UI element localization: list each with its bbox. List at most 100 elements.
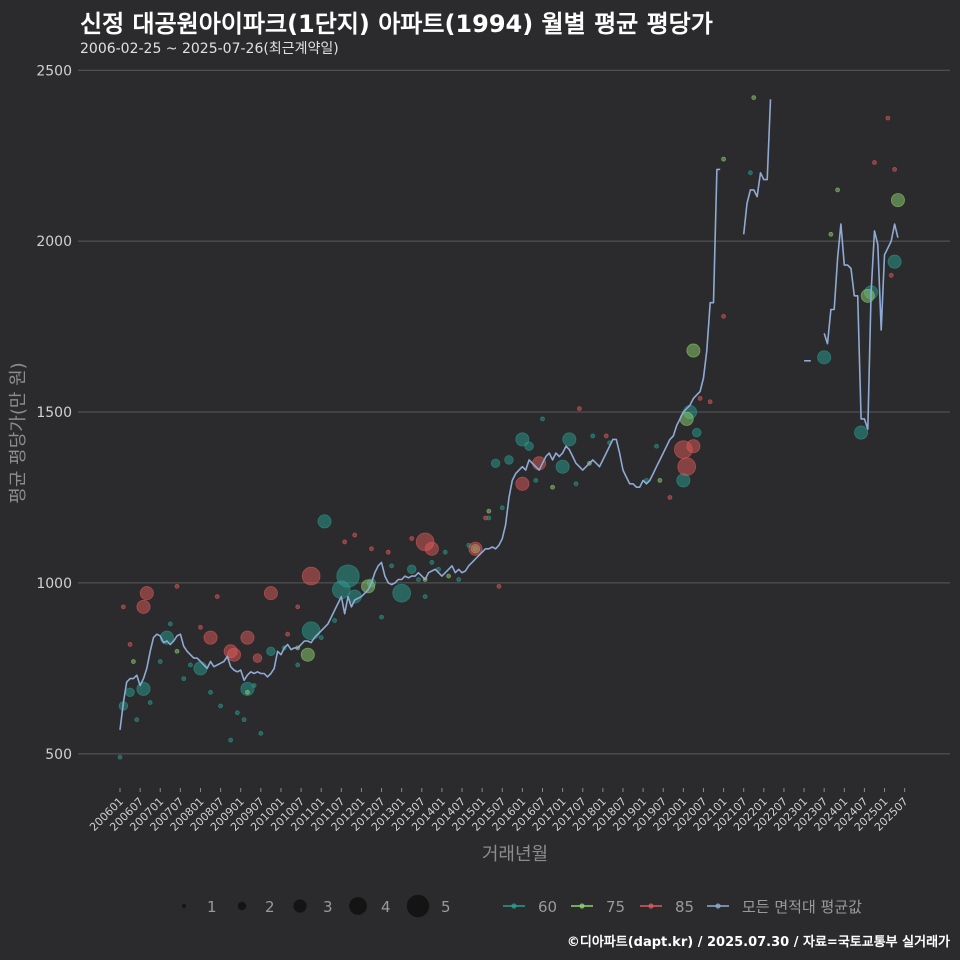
point-85-22 [424,541,439,556]
point-75-0 [131,659,136,664]
point-60-31 [379,614,384,620]
size-legend-marker-3 [293,899,307,913]
point-85-34 [697,395,703,401]
average-line-layer [119,99,899,730]
point-60-40 [456,577,462,582]
point-60-45 [499,505,505,511]
size-legend-label-1: 1 [207,898,217,916]
color-legend-label-0: 60 [538,898,557,916]
point-60-48 [524,441,534,451]
point-60-26 [332,618,338,623]
color-legend-dot-0 [511,903,517,909]
point-60-35 [416,577,421,582]
y-tick-label-2000: 2000 [36,234,72,250]
point-75-5 [361,579,376,594]
point-75-12 [657,477,663,483]
point-60-65 [887,254,902,269]
point-60-18 [251,683,257,688]
point-85-5 [198,624,203,630]
point-85-28 [576,406,582,412]
point-85-19 [385,549,391,555]
point-85-7 [214,594,220,600]
source-footer: ©디아파트(dapt.kr) / 2025.07.30 / 자료=국토교통부 실… [566,935,950,950]
point-85-39 [892,166,897,172]
size-legend-label-3: 3 [323,898,333,916]
color-legend-label-1: 75 [606,898,625,916]
point-60-57 [654,443,659,449]
point-85-26 [515,476,530,491]
color-legend-dot-2 [648,903,654,909]
chart-subtitle: 2006-02-25 ~ 2025-07-26(최근계약일) [80,41,339,57]
point-75-16 [751,95,757,100]
point-75-14 [686,343,701,358]
point-60-44 [490,458,501,469]
point-60-49 [533,477,539,483]
average-line-segment-0 [119,168,721,730]
point-85-30 [667,495,673,500]
point-75-10 [550,484,555,490]
y-axis-title: 평균 평당가(만 원) [8,362,29,503]
point-75-4 [300,647,315,662]
grid-layer [78,69,950,755]
point-60-12 [208,689,213,695]
point-60-8 [167,621,173,627]
size-legend-marker-1 [182,904,186,908]
point-85-29 [603,433,609,439]
point-60-63 [854,425,869,440]
point-85-14 [295,604,301,610]
point-85-11 [252,653,263,663]
point-60-14 [228,737,234,743]
size-legend-marker-5 [406,894,430,918]
point-85-35 [707,399,713,405]
average-line-segment-3 [823,223,899,430]
legend: 1 2 3 4 5 60 75 85 모든 면적대 평균값 [182,894,862,918]
color-legend-dot-3 [715,903,721,909]
point-85-20 [409,536,415,541]
point-85-2 [136,599,151,614]
point-60-36 [422,594,428,600]
point-85-40 [888,272,894,278]
point-85-3 [139,586,154,601]
point-60-24 [318,635,324,641]
point-60-53 [573,481,579,487]
point-75-18 [835,187,840,193]
point-85-37 [872,160,877,165]
point-85-12 [263,586,278,601]
point-85-17 [352,532,358,538]
point-60-10 [188,662,193,668]
y-tick-label-1000: 1000 [36,576,72,592]
color-legend-dot-1 [579,903,585,909]
size-legend-label-2: 2 [265,898,275,916]
y-tick-label-500: 500 [45,747,72,763]
average-line-segment-1 [742,99,772,235]
color-legend-label-2: 85 [675,898,694,916]
point-60-16 [241,717,247,723]
point-85-36 [721,313,726,319]
point-85-1 [127,642,133,647]
size-legend-marker-4 [349,897,367,915]
point-60-3 [134,717,140,723]
point-85-32 [677,457,696,477]
point-60-34 [407,564,417,574]
point-85-23 [468,541,483,556]
point-60-52 [562,432,577,447]
point-85-38 [885,115,891,121]
y-tick-label-2500: 2500 [36,63,72,79]
point-85-16 [342,539,348,545]
point-85-13 [285,631,291,637]
point-60-2 [125,687,135,698]
point-85-10 [240,630,255,645]
point-60-46 [504,455,514,465]
point-60-6 [157,659,163,664]
point-60-13 [218,703,223,709]
size-legend-label-5: 5 [441,898,451,916]
point-85-9 [227,647,242,662]
point-60-60 [692,427,702,438]
point-60-39 [442,549,448,555]
point-60-25 [317,514,332,529]
point-60-54 [590,433,596,439]
point-60-15 [234,710,240,716]
size-legend-marker-2 [237,901,247,911]
point-60-47 [515,432,530,447]
